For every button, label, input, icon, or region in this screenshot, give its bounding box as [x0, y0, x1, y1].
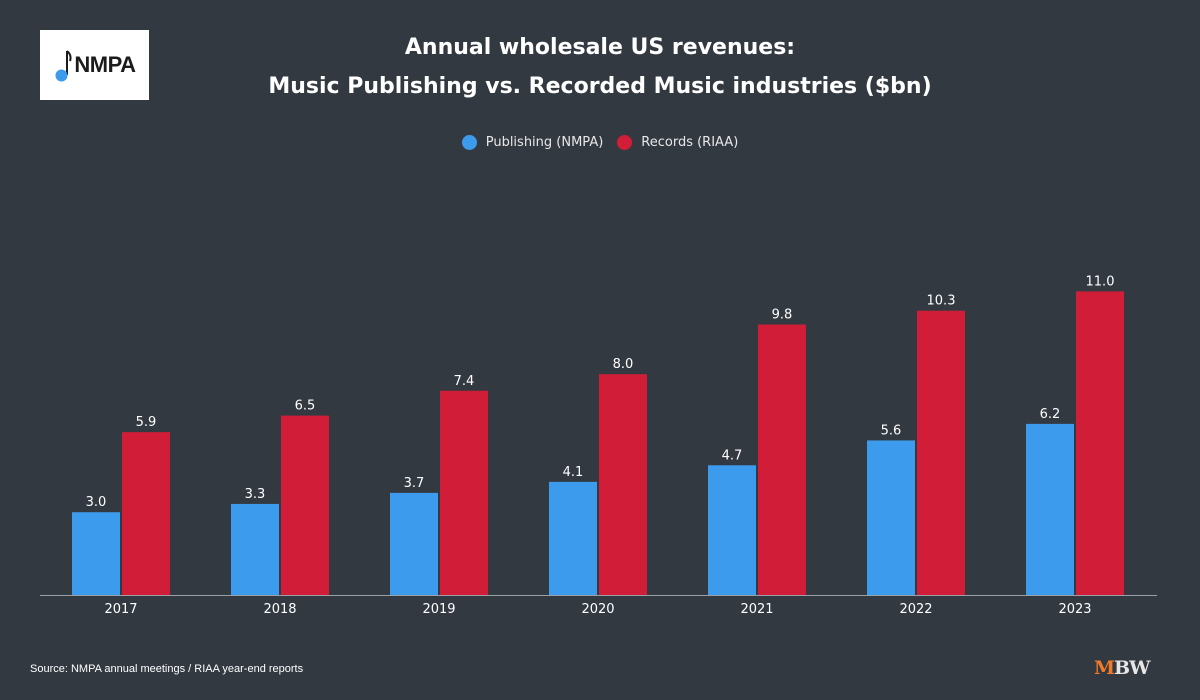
x-tick-label-2017: 2017 — [104, 602, 137, 617]
bar-records-2022 — [917, 310, 965, 595]
nmpa-logo: NMPA — [40, 30, 149, 100]
legend-item-records[interactable]: Records (RIAA) — [617, 135, 738, 150]
x-tick-label-2020: 2020 — [581, 602, 614, 617]
data-label-publishing-2018: 3.3 — [245, 487, 266, 502]
music-note-icon — [55, 50, 72, 82]
legend-marker-publishing — [461, 135, 477, 150]
data-label-publishing-2020: 4.1 — [563, 465, 584, 480]
bar-records-2020 — [599, 374, 647, 595]
bar-publishing-2023 — [1026, 423, 1074, 595]
bar-records-2021 — [758, 324, 806, 595]
chart-title-line-1: Annual wholesale US revenues: — [404, 35, 796, 60]
data-label-records-2019: 7.4 — [454, 374, 475, 389]
data-label-records-2017: 5.9 — [136, 415, 157, 430]
x-tick-label-2018: 2018 — [263, 602, 296, 617]
data-label-records-2022: 10.3 — [927, 294, 956, 309]
data-label-records-2023: 11.0 — [1086, 274, 1115, 289]
nmpa-logo-text: NMPA — [74, 52, 136, 77]
legend-label-records: Records (RIAA) — [641, 135, 739, 150]
bar-publishing-2021 — [708, 465, 756, 595]
data-label-publishing-2023: 6.2 — [1040, 407, 1061, 422]
legend-marker-records — [617, 135, 633, 150]
bar-publishing-2022 — [867, 440, 915, 595]
bar-records-2019 — [440, 390, 488, 595]
data-label-publishing-2019: 3.7 — [404, 476, 425, 491]
bar-publishing-2019 — [390, 492, 438, 595]
legend-item-publishing[interactable]: Publishing (NMPA) — [461, 135, 604, 150]
chart-title-line-2: Music Publishing vs. Recorded Music indu… — [268, 74, 932, 99]
source-note: Source: NMPA annual meetings / RIAA year… — [30, 663, 304, 675]
data-label-records-2021: 9.8 — [772, 308, 793, 323]
data-label-publishing-2022: 5.6 — [881, 423, 902, 438]
data-label-publishing-2017: 3.0 — [86, 495, 107, 510]
bar-records-2017 — [122, 432, 170, 595]
bar-publishing-2018 — [231, 503, 279, 595]
x-tick-label-2023: 2023 — [1058, 602, 1091, 617]
data-label-records-2018: 6.5 — [295, 399, 316, 414]
data-label-publishing-2021: 4.7 — [722, 448, 743, 463]
legend-label-publishing: Publishing (NMPA) — [485, 135, 604, 150]
x-tick-label-2022: 2022 — [899, 602, 932, 617]
x-tick-label-2021: 2021 — [740, 602, 773, 617]
bar-publishing-2017 — [72, 512, 120, 595]
bar-publishing-2020 — [549, 481, 597, 595]
x-tick-label-2019: 2019 — [422, 602, 455, 617]
mbw-brand-logo: MBW — [1094, 657, 1150, 679]
bar-records-2018 — [281, 415, 329, 595]
data-label-records-2020: 8.0 — [613, 357, 634, 372]
bar-records-2023 — [1076, 291, 1124, 595]
chart-legend: Publishing (NMPA) Records (RIAA) — [0, 135, 1200, 150]
